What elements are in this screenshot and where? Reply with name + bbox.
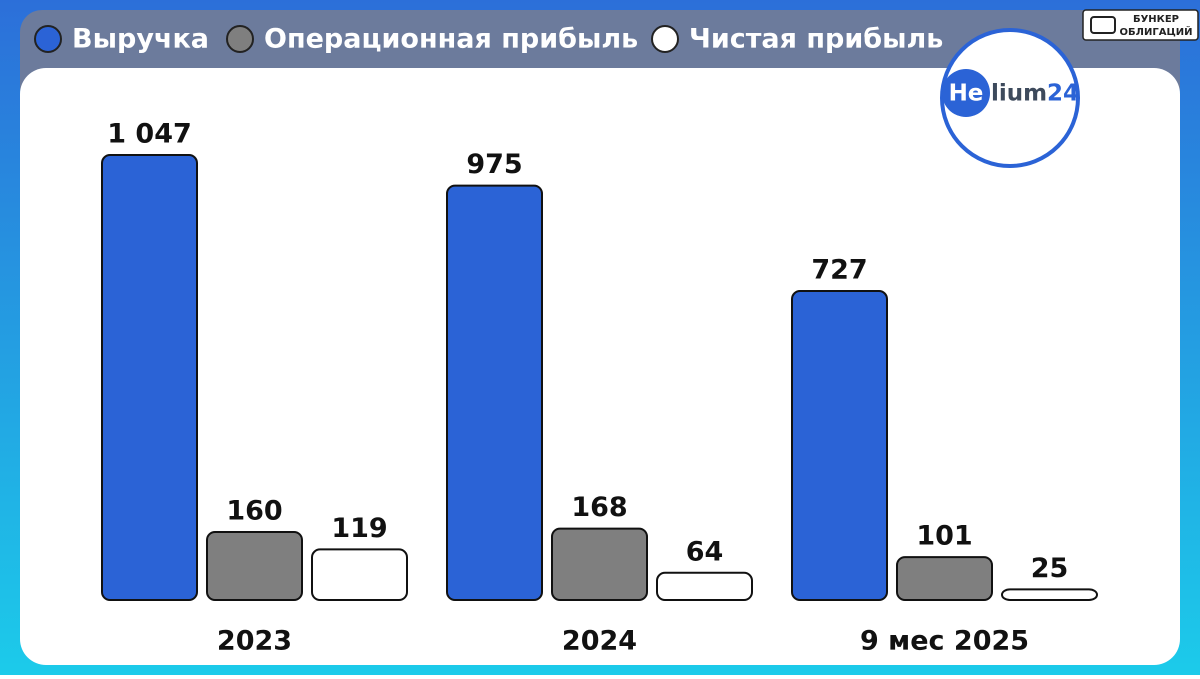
value-label: 64 bbox=[686, 536, 724, 567]
legend-marker bbox=[34, 25, 62, 53]
logo: He lium 24 bbox=[940, 28, 1080, 168]
logo-badge bbox=[942, 69, 990, 117]
logo-text: lium bbox=[991, 81, 1047, 107]
bar bbox=[446, 184, 543, 601]
value-label: 101 bbox=[916, 521, 972, 552]
plot: 2023 1 047 160 119 2024 975 168 64 9 мес 2025 727… bbox=[101, 119, 1098, 657]
badge-icon bbox=[1090, 16, 1116, 34]
plot-panel bbox=[20, 68, 1180, 665]
value-label: 1 047 bbox=[107, 119, 192, 150]
bar bbox=[656, 571, 753, 601]
bar bbox=[101, 154, 198, 601]
badge-text: БУНКЕР bbox=[1133, 14, 1179, 25]
bar bbox=[206, 531, 303, 601]
badge-text: ОБЛИГАЦИЙ bbox=[1120, 25, 1193, 38]
bar bbox=[1001, 588, 1098, 601]
value-label: 25 bbox=[1031, 553, 1069, 584]
legend-marker bbox=[651, 25, 679, 53]
legend-label: Выручка bbox=[72, 24, 209, 55]
legend: Выручка Операционная прибыль Чистая прибыл… bbox=[34, 24, 943, 55]
bar bbox=[551, 527, 648, 601]
value-label: 160 bbox=[226, 496, 282, 527]
value-label: 975 bbox=[466, 149, 522, 180]
bar bbox=[896, 556, 993, 602]
legend-label: Операционная прибыль bbox=[264, 24, 638, 55]
bar bbox=[791, 290, 888, 601]
value-label: 727 bbox=[811, 255, 867, 286]
value-label: 119 bbox=[331, 513, 387, 544]
value-label: 168 bbox=[571, 492, 627, 523]
x-tick-label: 2023 bbox=[217, 626, 292, 657]
logo-text: He bbox=[949, 81, 984, 107]
logo-circle bbox=[940, 28, 1080, 168]
x-tick-label: 2024 bbox=[562, 626, 637, 657]
logo-text: 24 bbox=[1047, 81, 1079, 107]
badge: БУНКЕР ОБЛИГАЦИЙ bbox=[1082, 9, 1199, 41]
legend-label: Чистая прибыль bbox=[689, 24, 943, 55]
bar bbox=[311, 548, 408, 601]
x-tick-label: 9 мес 2025 bbox=[860, 626, 1029, 657]
legend-marker bbox=[226, 25, 254, 53]
